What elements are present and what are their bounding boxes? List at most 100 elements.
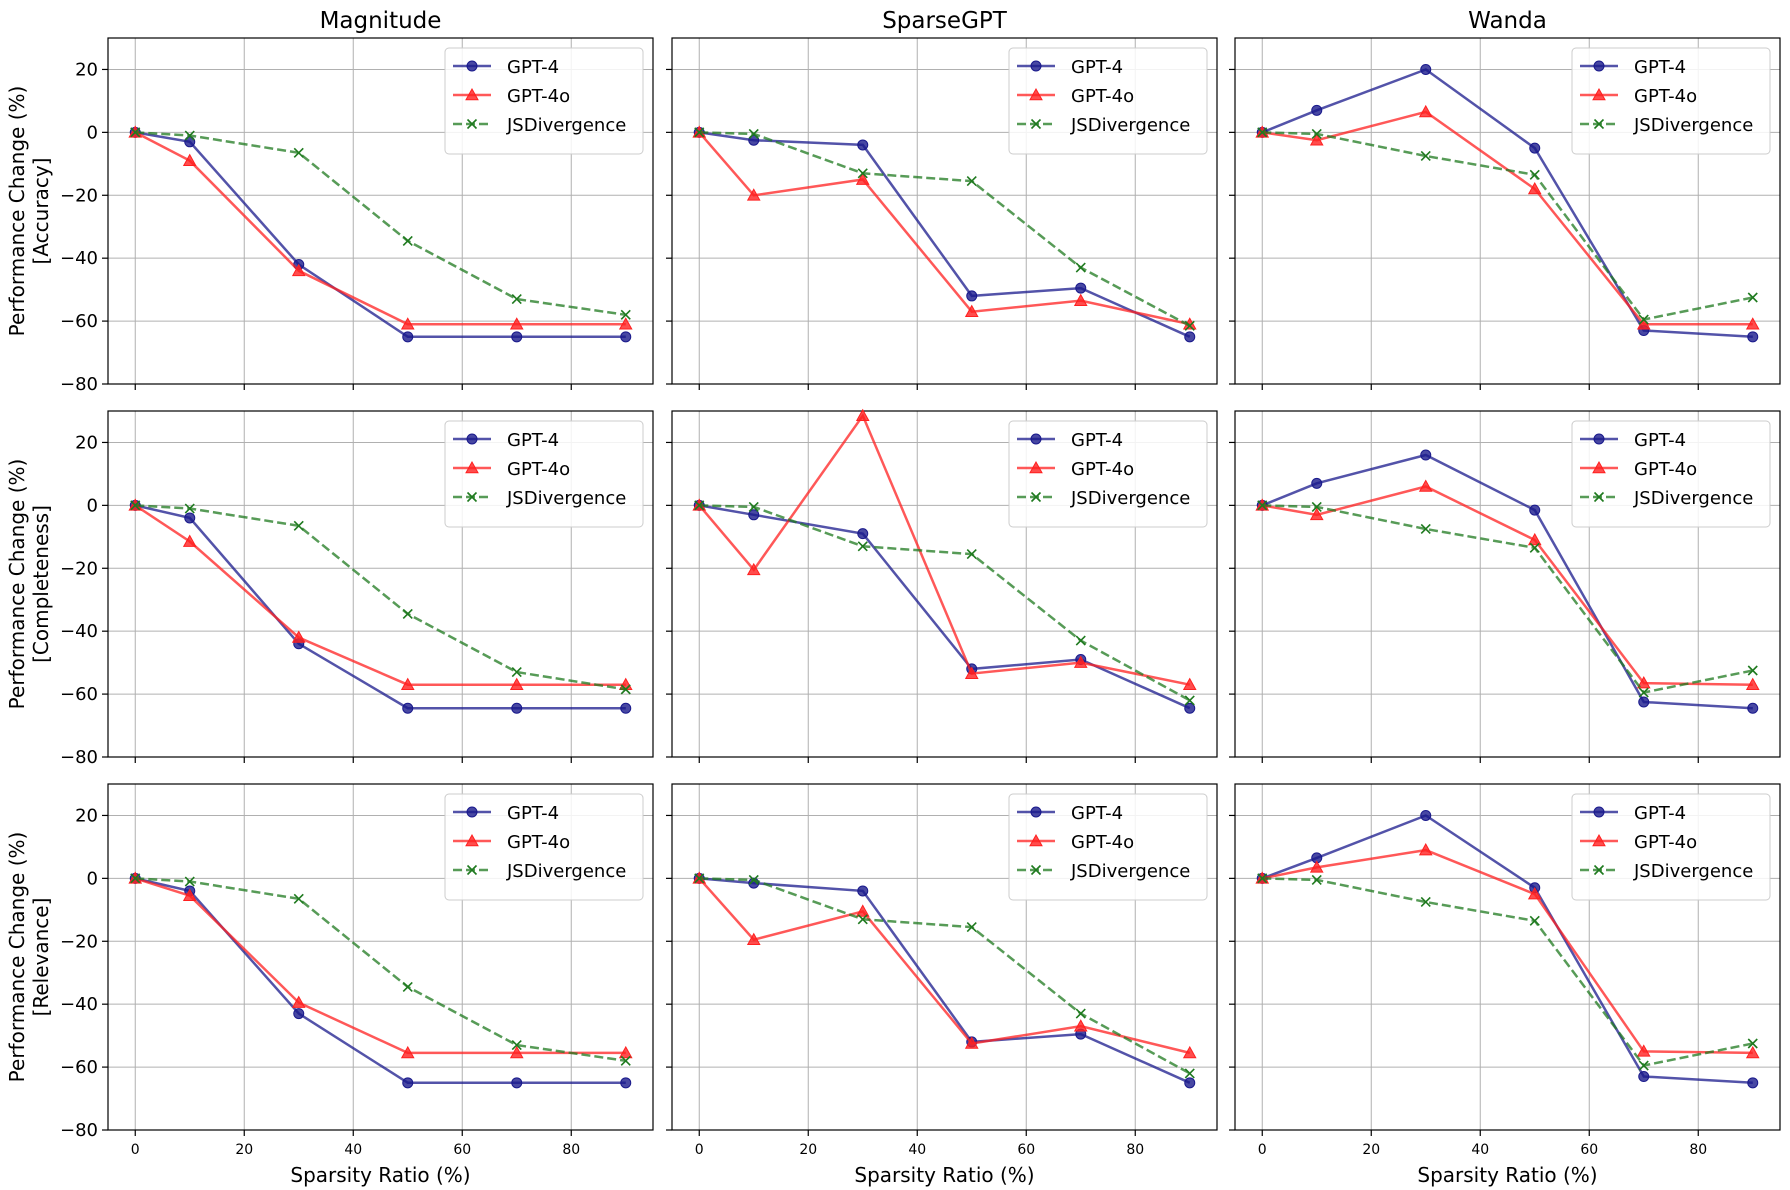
data-point-jsdivergence [694,127,705,138]
data-point-jsdivergence [293,520,304,531]
data-point-gpt-4o [400,317,415,330]
legend-marker [1030,491,1042,503]
y-tick-label: −40 [60,621,98,642]
data-point-jsdivergence [857,541,868,552]
data-point-jsdivergence [620,1055,631,1066]
panel-r0-c2: GPT-4 GPT-4o JSDivergence [1229,37,1781,390]
data-point-gpt-4 [620,1077,632,1089]
data-point-gpt-4 [748,509,760,521]
data-point-gpt-4 [402,331,414,343]
legend-box [1571,793,1771,901]
x-tick-label: 20 [799,1142,817,1158]
axes-frame [671,783,1218,1131]
data-point-jsdivergence [1420,896,1431,908]
data-point-jsdivergence [1747,665,1758,676]
legend-marker [465,833,479,847]
legend-marker [1592,460,1606,474]
data-point-jsdivergence [857,168,868,179]
series-line-gpt-4 [699,504,1191,710]
x-tick-label: 0 [1258,1142,1267,1158]
legend-marker [466,806,478,818]
data-point-gpt-4o [1073,1019,1088,1032]
data-point-gpt-4o [1636,676,1651,689]
y-tick-label: −20 [60,558,98,579]
data-point-gpt-4 [1747,331,1759,343]
data-point-gpt-4 [511,331,523,343]
series-line-gpt-4 [135,131,626,339]
legend: GPT-4 GPT-4o JSDivergence [1571,47,1771,155]
data-point-jsdivergence [966,549,977,560]
x-tick-label: 60 [453,1142,471,1158]
data-point-jsdivergence [694,873,705,884]
legend-label: JSDivergence [506,488,626,509]
x-tick-label: 40 [1471,1142,1489,1158]
y-tick-label: 20 [75,805,98,826]
data-point-jsdivergence [511,667,522,678]
data-point-jsdivergence [1257,873,1268,884]
data-point-gpt-4o [291,630,306,643]
data-point-gpt-4 [1529,504,1541,516]
data-point-jsdivergence [130,127,141,138]
x-axis-label: Sparsity Ratio (%) [1417,1163,1597,1187]
data-point-jsdivergence [1257,500,1268,511]
legend-label: GPT-4 [1634,57,1686,78]
legend-label: JSDivergence [506,861,626,882]
x-tick-label: 80 [562,1142,580,1158]
y-tick-label: 20 [75,432,98,453]
legend-label: GPT-4 [1071,430,1123,451]
x-axis-label: Sparsity Ratio (%) [854,1163,1034,1187]
x-tick-label: 80 [1689,1142,1707,1158]
data-point-jsdivergence [1184,320,1195,331]
y-axis-label-metric: [Accuracy] [29,158,53,265]
data-point-gpt-4o [1309,507,1324,521]
column-title: SparseGPT [882,8,1008,34]
legend-marker [1593,60,1605,72]
x-tick-label: 40 [344,1142,362,1158]
data-point-gpt-4 [402,702,414,714]
data-point-jsdivergence [620,309,631,320]
data-point-jsdivergence [1420,150,1431,162]
legend-marker [465,460,479,474]
data-point-jsdivergence [1638,314,1649,325]
legend-label: JSDivergence [1633,861,1753,882]
x-tick-label: 0 [695,1142,704,1158]
data-point-gpt-4o [1418,843,1433,856]
series-line-gpt-4o [698,131,1191,326]
data-point-gpt-4o [1418,104,1433,118]
series-line-gpt-4 [1261,814,1753,1085]
data-point-jsdivergence [1184,695,1195,706]
data-point-gpt-4o [855,408,870,422]
data-point-jsdivergence [748,501,759,513]
legend-label: GPT-4 [507,57,559,78]
data-point-jsdivergence [1529,542,1540,553]
legend-marker [466,864,478,876]
legend-marker [1029,833,1043,847]
legend-marker [1593,864,1605,876]
y-tick-label: 0 [87,122,98,143]
data-point-gpt-4 [1747,1077,1759,1089]
y-tick-label: −20 [60,931,98,952]
data-point-gpt-4 [620,331,632,343]
data-point-jsdivergence [1747,1038,1758,1049]
legend-marker [1029,87,1043,101]
y-tick-label: −80 [60,747,98,768]
series-line-jsdivergence [699,877,1191,1075]
axes-frame [671,37,1218,385]
legend-box [444,47,644,155]
y-tick-label: −20 [60,185,98,206]
data-point-gpt-4o [746,932,761,945]
column-title: Magnitude [320,8,442,34]
x-tick-label: 20 [1362,1142,1380,1158]
data-point-gpt-4 [184,136,196,148]
series-line-jsdivergence [699,504,1191,702]
y-tick-label: −80 [60,374,98,395]
data-point-gpt-4o [1745,677,1760,690]
data-point-gpt-4 [620,702,632,714]
data-point-gpt-4o [509,677,524,690]
data-point-gpt-4o [618,317,633,330]
data-point-jsdivergence [1311,128,1322,140]
data-point-gpt-4o [509,317,524,330]
series-line-gpt-4 [699,877,1191,1084]
series-line-gpt-4o [698,413,1191,686]
